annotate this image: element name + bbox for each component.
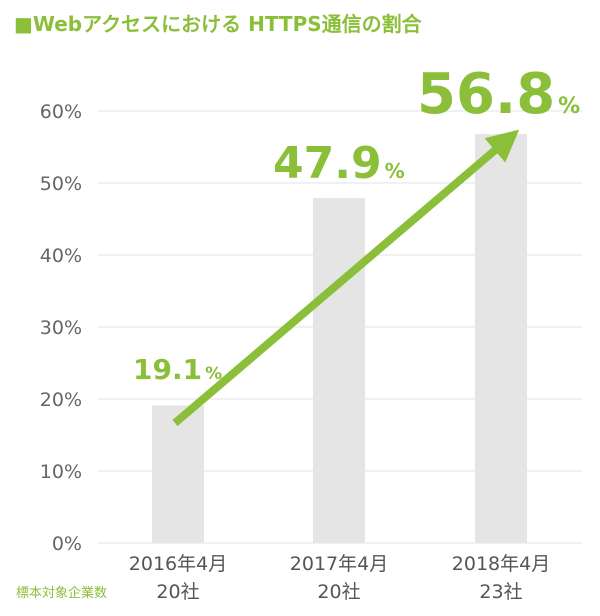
bars <box>152 134 527 544</box>
sample-size-note: 標本対象企業数 <box>16 586 108 601</box>
value-label: 56.8% <box>417 62 580 127</box>
y-tick-label: 30% <box>40 317 82 339</box>
y-tick-label: 10% <box>40 461 82 483</box>
value-labels: 19.1 % 47.9 %56.8% <box>133 62 580 386</box>
x-sample-size-label: 23社 <box>479 581 522 603</box>
value-label: 19.1% <box>133 353 222 386</box>
value-label: 47.9% <box>273 138 405 189</box>
y-tick-label: 0% <box>52 533 82 555</box>
y-tick-label: 50% <box>40 173 82 195</box>
x-sample-size-label: 20社 <box>317 581 360 603</box>
bar <box>475 134 527 544</box>
y-tick-label: 40% <box>40 245 82 267</box>
x-category-label: 2016年4月 <box>129 553 227 575</box>
chart-title: ■Webアクセスにおける HTTPS通信の割合 <box>14 12 422 36</box>
trend-arrow <box>172 129 520 427</box>
y-axis-ticks: 0% 10% 20% 30% 40% 50% 60% <box>40 101 82 555</box>
bar <box>313 198 365 543</box>
x-sample-size-label: 20社 <box>156 581 199 603</box>
x-category-label: 2017年4月 <box>290 553 388 575</box>
trend-arrow-line <box>172 129 520 427</box>
x-axis-categories: 2016年4月 20社 2017年4月 20社 2018年4月 23社 <box>129 553 550 603</box>
y-tick-label: 20% <box>40 389 82 411</box>
x-category-label: 2018年4月 <box>452 553 550 575</box>
bar <box>152 405 204 543</box>
y-tick-label: 60% <box>40 101 82 123</box>
